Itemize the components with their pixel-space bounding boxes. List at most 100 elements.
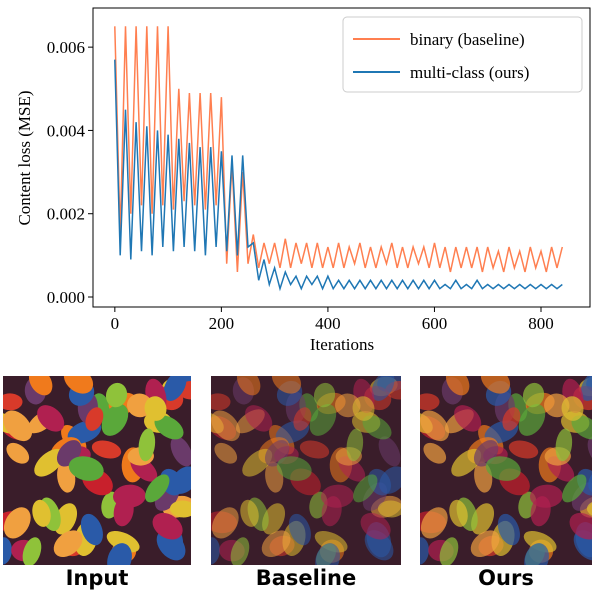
- series-line: [114, 26, 564, 273]
- bean: [63, 376, 94, 394]
- bean: [362, 415, 392, 440]
- bean: [353, 474, 378, 503]
- x-tick-label: 600: [422, 314, 448, 333]
- legend-label: binary (baseline): [410, 30, 525, 49]
- ours-image: [420, 376, 592, 565]
- image-content: [3, 376, 191, 565]
- bean: [170, 436, 191, 467]
- bean: [378, 436, 401, 467]
- bean: [309, 404, 337, 436]
- bean: [530, 496, 551, 527]
- bean: [562, 474, 587, 503]
- bean: [371, 376, 395, 401]
- bean: [6, 442, 30, 464]
- bean: [68, 456, 104, 481]
- bean: [144, 396, 167, 421]
- y-tick-label: 0.002: [47, 205, 85, 224]
- bean: [480, 376, 511, 394]
- bean: [346, 428, 364, 462]
- bean: [53, 530, 83, 558]
- bean: [214, 442, 238, 464]
- bean: [211, 507, 239, 539]
- x-tick-label: 800: [528, 314, 554, 333]
- bean: [154, 415, 184, 440]
- bean: [379, 466, 401, 494]
- bean: [569, 512, 592, 540]
- bean: [485, 456, 521, 481]
- y-tick-label: 0.000: [47, 288, 85, 307]
- bean: [3, 507, 31, 539]
- bean: [28, 376, 53, 396]
- bean: [230, 537, 250, 565]
- bean: [555, 428, 573, 462]
- legend-label: multi-class (ours): [410, 63, 529, 82]
- bean: [3, 410, 33, 442]
- bean: [3, 393, 23, 411]
- bean: [293, 407, 312, 431]
- bean: [561, 396, 584, 421]
- x-tick-label: 400: [315, 314, 341, 333]
- bean: [299, 440, 330, 459]
- bean: [321, 496, 342, 527]
- legend-box: [342, 16, 583, 93]
- y-tick-label: 0.004: [47, 121, 86, 140]
- bean: [101, 404, 129, 436]
- bean: [518, 404, 546, 436]
- bean: [445, 376, 470, 396]
- series-line: [114, 59, 563, 292]
- bean: [502, 407, 521, 431]
- bean: [522, 382, 545, 408]
- x-tick-label: 200: [209, 314, 235, 333]
- bean: [80, 513, 103, 546]
- bean: [211, 410, 241, 442]
- bean: [245, 405, 273, 432]
- bean: [113, 496, 134, 527]
- bean: [91, 440, 122, 459]
- bean: [32, 499, 51, 527]
- bean: [105, 382, 128, 408]
- bean: [352, 396, 375, 421]
- bean: [236, 376, 261, 396]
- bean: [423, 442, 447, 464]
- bean: [288, 513, 311, 546]
- x-tick-label: 0: [111, 314, 120, 333]
- bean: [261, 530, 291, 558]
- bean: [240, 499, 259, 527]
- image-content: [420, 376, 592, 565]
- bean: [271, 376, 302, 394]
- bean: [420, 507, 448, 539]
- baseline-image: [211, 376, 401, 565]
- bean: [420, 537, 429, 565]
- bean: [315, 543, 340, 565]
- bean: [360, 512, 391, 540]
- bean: [580, 376, 592, 401]
- bean: [420, 410, 450, 442]
- x-axis-label: Iterations: [310, 335, 374, 354]
- bean: [211, 393, 231, 411]
- bean: [508, 440, 539, 459]
- bean: [163, 376, 187, 401]
- bean: [34, 448, 65, 477]
- image-content: [211, 376, 401, 565]
- y-tick-label: 0.006: [47, 38, 85, 57]
- bean: [571, 415, 592, 440]
- bean: [152, 512, 183, 540]
- bean: [145, 474, 170, 503]
- bean: [211, 537, 220, 565]
- bean: [138, 428, 156, 462]
- bean: [169, 500, 191, 518]
- bean: [471, 503, 495, 535]
- bean: [377, 500, 401, 518]
- bean: [54, 503, 78, 535]
- bean: [454, 405, 482, 432]
- bean: [497, 513, 520, 546]
- chart: Iterations Content loss (MSE) 0 200 400 600…: [15, 7, 591, 354]
- input-image: [3, 376, 191, 565]
- bean: [276, 456, 312, 481]
- bean: [451, 448, 482, 477]
- bean: [37, 405, 65, 432]
- bean: [470, 530, 500, 558]
- axes-frame: [92, 7, 591, 308]
- bean: [171, 466, 191, 494]
